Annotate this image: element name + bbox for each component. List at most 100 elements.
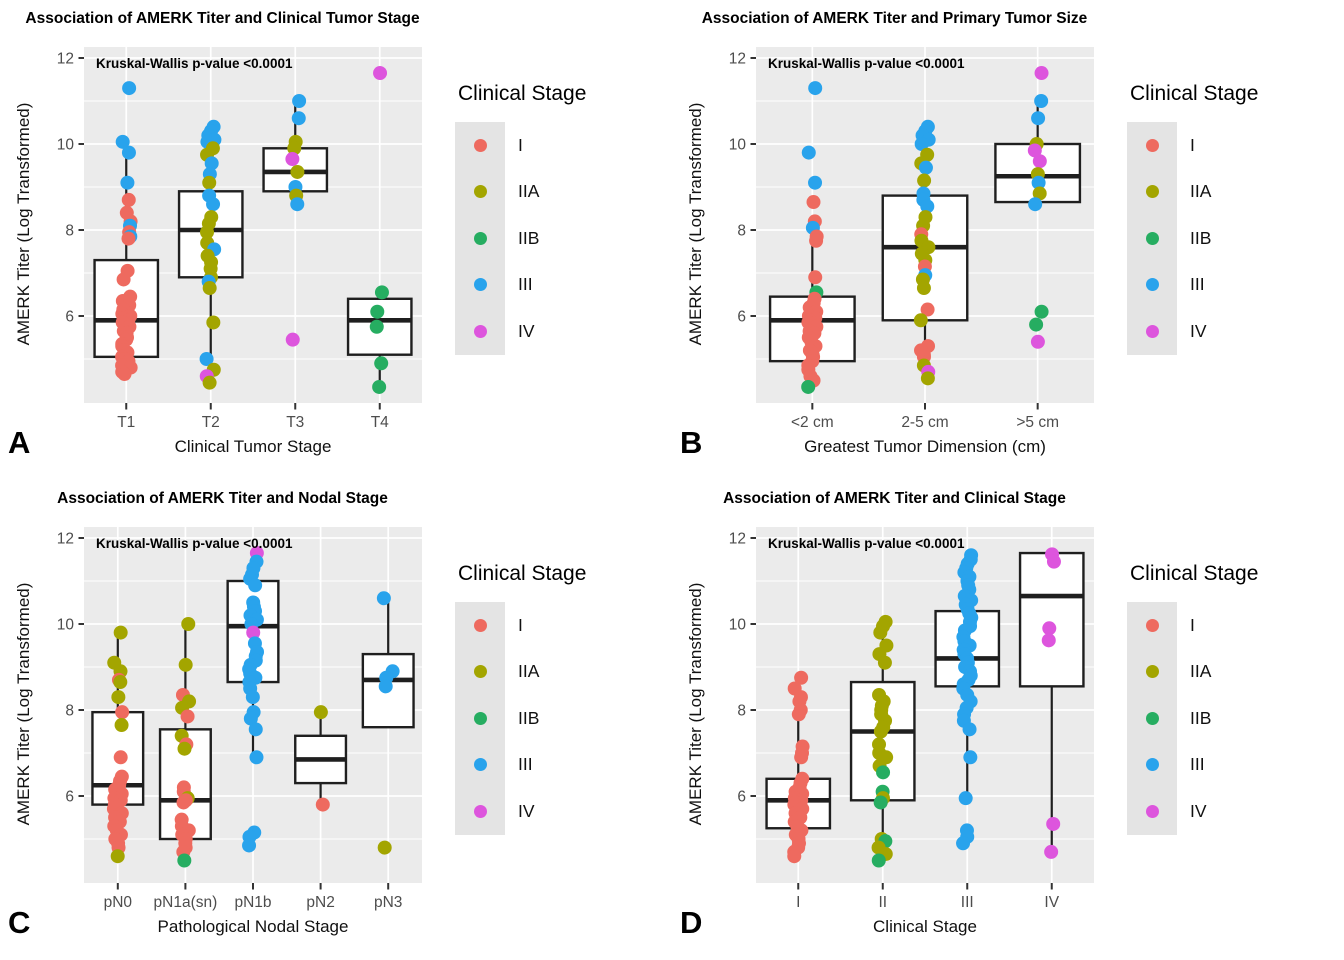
data-point-stage-III	[248, 578, 263, 593]
data-point-stage-I	[809, 233, 824, 248]
x-tick-label: 2-5 cm	[901, 414, 948, 431]
data-point-stage-I	[920, 302, 935, 317]
legend-entry-IV: IV	[455, 788, 670, 835]
legend-key-cell	[1127, 741, 1177, 788]
legend-label: IIA	[1190, 181, 1212, 202]
legend-label: IIB	[1190, 227, 1212, 248]
panel-letter: C	[8, 905, 31, 940]
x-axis-title: Pathological Nodal Stage	[157, 917, 349, 936]
data-point-stage-I	[808, 270, 823, 285]
legend-dot-icon	[473, 665, 487, 679]
data-point-stage-I	[180, 709, 195, 724]
data-point-stage-IV	[1027, 143, 1042, 158]
x-tick-label: T4	[371, 414, 389, 431]
data-point-stage-III	[199, 352, 214, 366]
legend-dot-icon	[1145, 665, 1159, 679]
legend-label: I	[1190, 614, 1195, 635]
legend-key-cell	[455, 168, 505, 215]
legend-label: III	[1190, 754, 1205, 775]
data-point-stage-IIA	[111, 690, 126, 705]
legend-key-cell	[455, 308, 505, 355]
legend-label: IIB	[518, 707, 540, 728]
kruskal-wallis-annotation: Kruskal-Wallis p-value <0.0001	[768, 536, 965, 551]
x-tick-label: pN1a(sn)	[154, 894, 218, 911]
data-point-stage-IIA	[916, 281, 931, 296]
legend-dot-icon	[1145, 278, 1159, 292]
legend-entry-I: I	[455, 602, 670, 649]
legend-label: IV	[1190, 320, 1207, 341]
x-tick-label: III	[961, 894, 974, 911]
legend-key-cell	[1127, 602, 1177, 649]
data-point-stage-IIB	[801, 379, 816, 394]
data-point-stage-IV	[1042, 621, 1057, 636]
data-point-stage-I	[794, 750, 809, 765]
legend-entry-III: III	[455, 261, 670, 308]
data-point-stage-IIB	[1029, 317, 1044, 332]
data-point-stage-III	[378, 679, 393, 694]
x-axis-title: Clinical Tumor Stage	[174, 437, 332, 456]
legend-label: IIB	[1190, 707, 1212, 728]
data-point-stage-IIA	[113, 675, 128, 690]
data-point-stage-IIA	[920, 371, 935, 386]
x-tick-label: T3	[286, 414, 304, 431]
legend-key-cell	[1127, 215, 1177, 262]
data-point-stage-IIA	[913, 313, 928, 328]
data-point-stage-IIB	[1034, 304, 1049, 319]
legend-key-cell	[1127, 261, 1177, 308]
legend: Clinical Stage I IIA IIB III IV	[1127, 562, 1342, 835]
legend-key-cell	[455, 215, 505, 262]
panel-letter: B	[680, 425, 703, 460]
panel-b: Association of AMERK Titer and Primary T…	[672, 0, 1344, 480]
legend: Clinical Stage I IIA IIB III IV	[1127, 82, 1342, 355]
data-point-stage-I	[787, 849, 802, 864]
legend-dot-icon	[473, 138, 487, 152]
legend-key-cell	[1127, 788, 1177, 835]
legend-key-cell	[455, 648, 505, 695]
panel-title: Association of AMERK Titer and Clinical …	[723, 490, 1066, 507]
data-point-stage-IIA	[202, 375, 217, 390]
legend-key-cell	[1127, 648, 1177, 695]
data-point-stage-III	[206, 197, 221, 212]
data-point-stage-III	[291, 111, 306, 126]
kruskal-wallis-annotation: Kruskal-Wallis p-value <0.0001	[768, 56, 965, 71]
x-tick-label: pN3	[374, 894, 402, 911]
kruskal-wallis-annotation: Kruskal-Wallis p-value <0.0001	[96, 56, 293, 71]
legend-entry-IIB: IIB	[455, 215, 670, 262]
legend: Clinical Stage I IIA IIB III IV	[455, 82, 670, 355]
data-point-stage-IIA	[917, 173, 932, 188]
data-point-stage-III	[914, 137, 929, 151]
data-point-stage-I	[121, 192, 136, 207]
x-tick-label: T2	[202, 414, 220, 431]
legend-label: IV	[518, 800, 535, 821]
y-tick-label: 8	[737, 703, 746, 720]
data-point-stage-IV	[1046, 816, 1061, 831]
data-point-stage-III	[376, 591, 391, 606]
data-point-stage-I	[117, 367, 132, 382]
data-point-stage-IIA	[200, 225, 215, 240]
legend-entry-IIA: IIA	[455, 648, 670, 695]
panel-a: Association of AMERK Titer and Clinical …	[0, 0, 672, 480]
data-point-stage-III	[204, 156, 219, 171]
data-point-stage-IV	[373, 66, 388, 81]
data-point-stage-IIB	[374, 356, 389, 371]
legend-dot-icon	[473, 324, 487, 338]
y-tick-label: 12	[57, 51, 74, 68]
legend-title: Clinical Stage	[1130, 82, 1259, 105]
y-tick-label: 6	[65, 789, 74, 806]
legend-label: IIA	[518, 661, 540, 682]
data-point-stage-IIA	[202, 281, 217, 296]
legend-dot-icon	[473, 804, 487, 818]
panel-title: Association of AMERK Titer and Clinical …	[25, 10, 420, 27]
data-point-stage-IV	[1032, 154, 1047, 169]
legend-entry-III: III	[455, 741, 670, 788]
legend-dot-icon	[473, 758, 487, 772]
x-tick-label: IV	[1044, 894, 1059, 911]
data-point-stage-IIB	[177, 853, 192, 868]
panel-letter: A	[8, 425, 31, 460]
plot-area-a: 6 8 10 12 T1 T2 T3 T4 Kruskal-Wallis p-value <0.…	[57, 47, 422, 431]
data-point-stage-I	[176, 795, 191, 810]
y-tick-label: 12	[729, 51, 746, 68]
data-point-stage-IV	[1034, 66, 1049, 81]
y-tick-label: 6	[65, 309, 74, 326]
